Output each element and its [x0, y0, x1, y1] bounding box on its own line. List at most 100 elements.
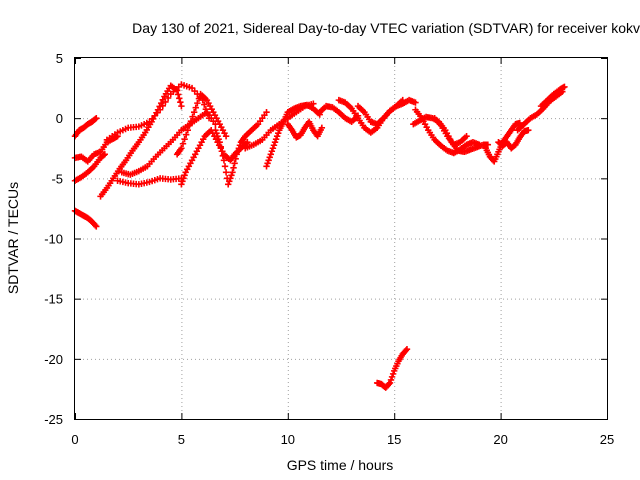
data-point	[93, 223, 100, 230]
x-tick-label: 15	[387, 432, 401, 447]
data-point	[92, 222, 99, 229]
data-point	[263, 163, 270, 170]
data-point	[192, 104, 199, 111]
data-points	[71, 81, 568, 391]
x-tick-labels: 0 5 10 15 20 25	[71, 432, 614, 447]
data-point	[195, 95, 203, 102]
data-point	[222, 133, 230, 140]
y-axis-title: SDTVAR / TECUs	[5, 182, 21, 294]
series-arc-17	[354, 96, 406, 128]
data-point	[202, 105, 210, 113]
series-arc-24	[537, 83, 568, 110]
data-point	[229, 169, 236, 176]
data-point	[263, 108, 270, 116]
data-point	[222, 169, 230, 176]
data-point	[221, 163, 229, 170]
series-arc-15	[316, 102, 362, 125]
data-point	[217, 143, 224, 150]
data-point	[268, 148, 276, 155]
data-point	[402, 347, 410, 354]
data-point	[264, 160, 271, 167]
data-point	[385, 380, 393, 388]
data-point	[159, 102, 166, 110]
data-point	[175, 91, 182, 98]
data-point	[101, 151, 108, 158]
data-point	[226, 178, 233, 185]
series-arc-6	[103, 81, 213, 144]
series-arc-3	[71, 151, 108, 184]
data-point	[233, 151, 240, 158]
data-point	[267, 151, 274, 158]
series-arc-14	[284, 118, 326, 141]
data-point	[179, 178, 186, 185]
data-point	[156, 106, 164, 113]
x-tick-label: 20	[493, 432, 507, 447]
data-point	[387, 376, 395, 384]
data-point	[178, 145, 185, 152]
data-point	[219, 152, 227, 159]
y-tick-label: -5	[51, 171, 63, 186]
data-point	[386, 379, 394, 387]
series-arc-19	[412, 106, 483, 157]
data-point	[227, 175, 234, 182]
data-point	[178, 181, 185, 188]
data-point	[184, 127, 191, 134]
data-point	[234, 148, 241, 155]
series-arc-13	[263, 101, 323, 170]
data-point	[318, 124, 326, 131]
data-point	[189, 113, 196, 120]
data-point	[235, 145, 243, 152]
x-tick-label: 10	[281, 432, 295, 447]
data-point	[388, 373, 396, 381]
series-arc-7	[118, 108, 219, 178]
data-point	[187, 117, 195, 125]
data-point	[484, 141, 492, 148]
data-point	[177, 99, 184, 106]
chart-title: Day 130 of 2021, Sidereal Day-to-day VTE…	[132, 20, 640, 36]
series-arc-8	[114, 175, 185, 188]
data-point	[212, 127, 219, 134]
data-point	[271, 139, 279, 146]
data-point	[186, 122, 193, 129]
data-point	[173, 87, 181, 94]
data-point	[266, 154, 273, 161]
data-point	[525, 127, 532, 134]
data-point	[463, 133, 470, 140]
x-tick-label: 5	[178, 432, 185, 447]
data-point	[232, 155, 239, 162]
data-point	[275, 130, 282, 137]
data-point	[178, 102, 185, 110]
series-arc-25	[373, 346, 411, 391]
data-point	[201, 101, 208, 108]
plot-frame	[74, 57, 608, 420]
data-point	[92, 115, 99, 123]
y-tick-label: -20	[44, 352, 63, 367]
data-point	[218, 148, 226, 155]
data-point	[182, 131, 190, 138]
data-point	[176, 95, 183, 102]
data-point	[236, 142, 244, 149]
data-point	[225, 181, 232, 188]
series-arc-4	[71, 207, 100, 230]
data-point	[216, 139, 223, 146]
series-arc-20	[431, 114, 470, 148]
y-tick-label: -25	[44, 412, 63, 427]
data-point	[272, 136, 280, 143]
data-point	[265, 157, 272, 164]
data-point	[214, 133, 221, 140]
data-point	[180, 175, 187, 182]
series-arc-9	[173, 90, 230, 158]
data-point	[194, 99, 201, 107]
y-tick-labels: 5 0 -5 -10 -15 -20 -25	[44, 51, 63, 427]
series-arc-22	[495, 127, 532, 152]
series-arc-1	[71, 114, 100, 140]
x-tick-label: 0	[71, 432, 78, 447]
data-point	[93, 114, 100, 122]
data-point	[190, 108, 198, 116]
data-point	[179, 140, 187, 147]
data-point	[231, 160, 238, 167]
data-point	[215, 136, 222, 143]
y-tick-label: 5	[56, 51, 63, 66]
data-point	[273, 133, 281, 140]
